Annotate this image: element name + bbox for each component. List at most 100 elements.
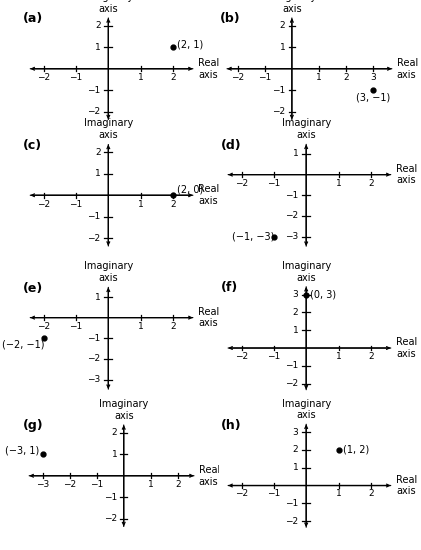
Text: −1: −1	[285, 191, 298, 200]
Text: (−2, −1): (−2, −1)	[2, 339, 44, 349]
Text: 2: 2	[293, 446, 298, 454]
Text: 1: 1	[95, 169, 101, 178]
Text: 1: 1	[95, 293, 101, 301]
Text: Imaginary
axis: Imaginary axis	[267, 0, 317, 14]
Text: −2: −2	[37, 73, 50, 82]
Text: −2: −2	[231, 73, 245, 82]
Text: Imaginary
axis: Imaginary axis	[84, 0, 133, 14]
Text: 1: 1	[293, 463, 298, 472]
Text: Real
axis: Real axis	[396, 164, 417, 185]
Text: −2: −2	[88, 354, 101, 364]
Text: (−3, 1): (−3, 1)	[5, 445, 39, 455]
Text: 2: 2	[280, 21, 285, 30]
Text: −1: −1	[267, 352, 280, 361]
Text: (c): (c)	[23, 139, 42, 152]
Text: −2: −2	[285, 516, 298, 526]
Text: Real
axis: Real axis	[198, 58, 219, 80]
Text: −3: −3	[87, 375, 101, 384]
Text: −2: −2	[104, 514, 117, 523]
Text: −2: −2	[272, 107, 285, 116]
Text: −1: −1	[285, 499, 298, 508]
Text: (a): (a)	[23, 12, 43, 25]
Text: 1: 1	[336, 490, 341, 498]
Text: −1: −1	[104, 493, 117, 502]
Text: 1: 1	[336, 179, 341, 188]
Text: 1: 1	[148, 480, 154, 490]
Text: (h): (h)	[221, 419, 241, 432]
Text: −1: −1	[258, 73, 272, 82]
Text: −1: −1	[87, 212, 101, 221]
Text: 2: 2	[170, 73, 176, 82]
Text: 2: 2	[95, 21, 101, 30]
Text: 1: 1	[293, 150, 298, 158]
Text: 1: 1	[280, 43, 285, 52]
Text: −1: −1	[90, 480, 103, 490]
Text: −1: −1	[87, 86, 101, 95]
Text: 2: 2	[95, 148, 101, 157]
Text: −1: −1	[87, 334, 101, 343]
Text: −2: −2	[235, 352, 248, 361]
Text: −2: −2	[88, 234, 101, 243]
Text: 2: 2	[343, 73, 349, 82]
Text: Imaginary
axis: Imaginary axis	[84, 261, 133, 283]
Text: (d): (d)	[221, 139, 241, 152]
Text: −3: −3	[285, 232, 298, 241]
Text: Imaginary
axis: Imaginary axis	[282, 399, 331, 420]
Text: (2, 1): (2, 1)	[177, 39, 203, 49]
Text: 1: 1	[138, 200, 144, 209]
Text: (b): (b)	[220, 12, 241, 25]
Text: 3: 3	[293, 428, 298, 437]
Text: 2: 2	[112, 428, 117, 437]
Text: −2: −2	[285, 379, 298, 388]
Text: (f): (f)	[221, 282, 238, 294]
Text: Imaginary
axis: Imaginary axis	[282, 118, 331, 140]
Text: Real
axis: Real axis	[397, 58, 418, 80]
Text: Imaginary
axis: Imaginary axis	[99, 399, 148, 421]
Text: Real
axis: Real axis	[396, 475, 417, 496]
Text: 1: 1	[336, 352, 341, 361]
Text: (−1, −3): (−1, −3)	[232, 232, 274, 241]
Text: (3, −1): (3, −1)	[356, 92, 390, 103]
Text: Imaginary
axis: Imaginary axis	[84, 118, 133, 140]
Text: −2: −2	[88, 107, 101, 116]
Text: 3: 3	[293, 290, 298, 299]
Text: −1: −1	[69, 200, 83, 209]
Text: 3: 3	[370, 73, 376, 82]
Text: (0, 3): (0, 3)	[310, 290, 336, 300]
Text: (1, 2): (1, 2)	[344, 445, 370, 455]
Text: −1: −1	[267, 490, 280, 498]
Text: Real
axis: Real axis	[199, 465, 220, 487]
Text: Real
axis: Real axis	[198, 307, 219, 328]
Text: 2: 2	[175, 480, 181, 490]
Text: −1: −1	[267, 179, 280, 188]
Text: Imaginary
axis: Imaginary axis	[282, 261, 331, 283]
Text: 1: 1	[316, 73, 322, 82]
Text: −2: −2	[235, 490, 248, 498]
Text: Real
axis: Real axis	[396, 337, 417, 359]
Text: −2: −2	[37, 322, 50, 331]
Text: −3: −3	[36, 480, 49, 490]
Text: (2, 0): (2, 0)	[177, 185, 203, 195]
Text: 2: 2	[368, 179, 374, 188]
Text: (e): (e)	[23, 282, 43, 295]
Text: −2: −2	[63, 480, 76, 490]
Text: 1: 1	[293, 326, 298, 335]
Text: 1: 1	[112, 450, 117, 459]
Text: 1: 1	[138, 73, 144, 82]
Text: 2: 2	[170, 322, 176, 331]
Text: −2: −2	[285, 211, 298, 221]
Text: −1: −1	[69, 73, 83, 82]
Text: −1: −1	[69, 322, 83, 331]
Text: Real
axis: Real axis	[198, 184, 219, 206]
Text: 2: 2	[170, 200, 176, 209]
Text: −2: −2	[37, 200, 50, 209]
Text: 2: 2	[368, 490, 374, 498]
Text: 1: 1	[95, 43, 101, 52]
Text: 2: 2	[293, 308, 298, 317]
Text: −1: −1	[272, 86, 285, 95]
Text: 1: 1	[138, 322, 144, 331]
Text: (g): (g)	[22, 419, 43, 432]
Text: 2: 2	[368, 352, 374, 361]
Text: −1: −1	[285, 361, 298, 370]
Text: −2: −2	[235, 179, 248, 188]
